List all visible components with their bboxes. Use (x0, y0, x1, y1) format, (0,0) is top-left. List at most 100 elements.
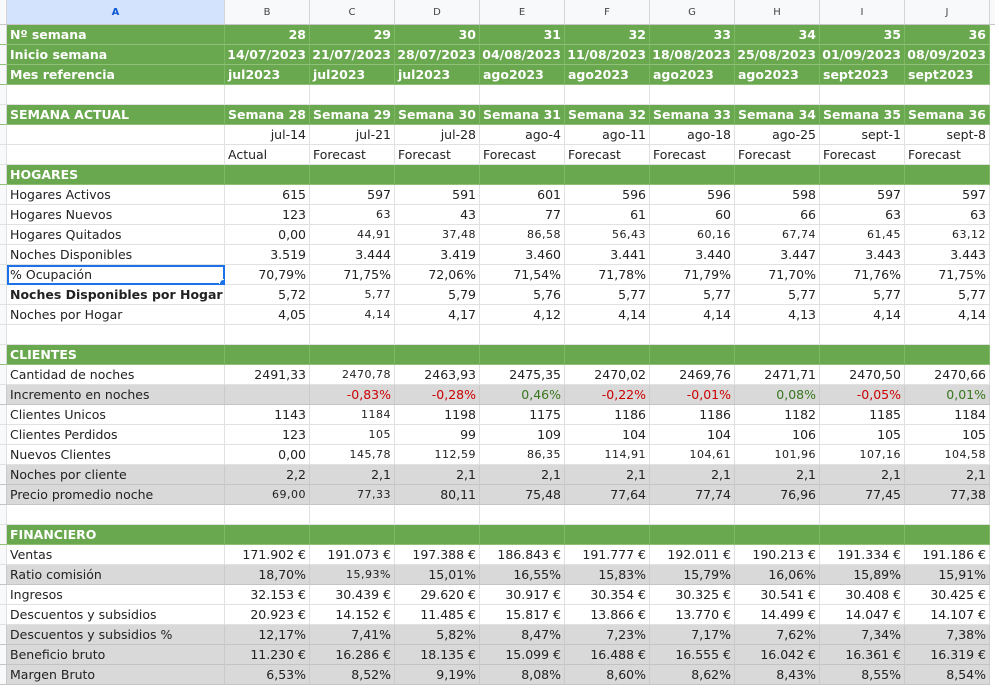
row-gutter[interactable] (0, 505, 7, 525)
data-cell[interactable]: 5,77 (735, 285, 820, 305)
data-cell[interactable]: 5,82% (395, 625, 480, 645)
data-cell[interactable] (395, 525, 480, 545)
data-cell[interactable] (735, 165, 820, 185)
data-cell[interactable]: 101,96 (735, 445, 820, 465)
data-cell[interactable]: 3.441 (565, 245, 650, 265)
column-header-d[interactable]: D (395, 0, 480, 24)
data-cell[interactable]: jul2023 (395, 65, 480, 85)
data-cell[interactable]: -0,83% (310, 385, 395, 405)
data-cell[interactable]: sept-1 (820, 125, 905, 145)
row-gutter[interactable] (0, 365, 7, 385)
fill-handle[interactable] (219, 279, 224, 284)
data-cell[interactable]: 2,1 (650, 465, 735, 485)
data-cell[interactable]: 16.361 € (820, 645, 905, 665)
data-cell[interactable]: 191.186 € (905, 545, 990, 565)
data-cell[interactable]: 75,48 (480, 485, 565, 505)
data-cell[interactable] (310, 525, 395, 545)
data-cell[interactable]: Semana 32 (565, 105, 650, 125)
data-cell[interactable]: Semana 36 (905, 105, 990, 125)
data-cell[interactable]: 596 (650, 185, 735, 205)
data-cell[interactable]: 16.319 € (905, 645, 990, 665)
data-cell[interactable]: 105 (905, 425, 990, 445)
data-cell[interactable]: 72,06% (395, 265, 480, 285)
data-cell[interactable]: 2470,50 (820, 365, 905, 385)
data-cell[interactable] (225, 165, 310, 185)
data-cell[interactable] (225, 345, 310, 365)
data-cell[interactable]: 13.770 € (650, 605, 735, 625)
data-cell[interactable]: Semana 35 (820, 105, 905, 125)
data-cell[interactable]: 1186 (565, 405, 650, 425)
data-cell[interactable]: 615 (225, 185, 310, 205)
row-gutter[interactable] (0, 585, 7, 605)
data-cell[interactable]: 61 (565, 205, 650, 225)
data-cell[interactable]: 63 (310, 205, 395, 225)
data-cell[interactable]: 08/09/2023 (905, 45, 990, 65)
data-cell[interactable]: 2,1 (310, 465, 395, 485)
data-cell[interactable]: 15,01% (395, 565, 480, 585)
data-cell[interactable]: Semana 29 (310, 105, 395, 125)
data-cell[interactable] (650, 85, 735, 105)
data-cell[interactable]: 1184 (310, 405, 395, 425)
data-cell[interactable]: 123 (225, 425, 310, 445)
data-cell[interactable] (820, 525, 905, 545)
data-cell[interactable]: 1182 (735, 405, 820, 425)
column-header-c[interactable]: C (310, 0, 395, 24)
data-cell[interactable]: 25/08/2023 (735, 45, 820, 65)
row-gutter[interactable] (0, 85, 7, 105)
row-gutter[interactable] (0, 145, 7, 165)
data-cell[interactable]: 44,91 (310, 225, 395, 245)
data-cell[interactable]: 597 (905, 185, 990, 205)
data-cell[interactable]: 18,70% (225, 565, 310, 585)
data-cell[interactable]: 63 (820, 205, 905, 225)
data-cell[interactable]: 112,59 (395, 445, 480, 465)
data-cell[interactable]: 77,64 (565, 485, 650, 505)
data-cell[interactable]: 30 (395, 25, 480, 45)
data-cell[interactable]: 171.902 € (225, 545, 310, 565)
row-label-cell[interactable] (7, 145, 225, 165)
data-cell[interactable]: 29.620 € (395, 585, 480, 605)
column-header-f[interactable]: F (565, 0, 650, 24)
data-cell[interactable]: 191.334 € (820, 545, 905, 565)
data-cell[interactable]: 15.099 € (480, 645, 565, 665)
data-cell[interactable]: 197.388 € (395, 545, 480, 565)
data-cell[interactable] (565, 165, 650, 185)
row-label-cell[interactable]: Noches por Hogar (7, 305, 225, 325)
data-cell[interactable]: 145,78 (310, 445, 395, 465)
data-cell[interactable]: 104 (565, 425, 650, 445)
data-cell[interactable]: 7,38% (905, 625, 990, 645)
row-gutter[interactable] (0, 25, 7, 45)
data-cell[interactable]: 5,76 (480, 285, 565, 305)
data-cell[interactable] (395, 505, 480, 525)
data-cell[interactable]: 5,77 (820, 285, 905, 305)
data-cell[interactable]: -0,05% (820, 385, 905, 405)
data-cell[interactable]: Forecast (650, 145, 735, 165)
row-label-cell[interactable]: Hogares Quitados (7, 225, 225, 245)
data-cell[interactable]: 8,08% (480, 665, 565, 685)
data-cell[interactable]: 104,58 (905, 445, 990, 465)
data-cell[interactable]: Semana 30 (395, 105, 480, 125)
data-cell[interactable]: 13.866 € (565, 605, 650, 625)
data-cell[interactable]: 5,77 (650, 285, 735, 305)
row-gutter[interactable] (0, 345, 7, 365)
data-cell[interactable]: 99 (395, 425, 480, 445)
data-cell[interactable]: ago-4 (480, 125, 565, 145)
data-cell[interactable] (905, 345, 990, 365)
data-cell[interactable]: jul-21 (310, 125, 395, 145)
data-cell[interactable] (650, 325, 735, 345)
data-cell[interactable]: 63 (905, 205, 990, 225)
row-gutter[interactable] (0, 405, 7, 425)
data-cell[interactable]: ago-25 (735, 125, 820, 145)
data-cell[interactable]: 76,96 (735, 485, 820, 505)
data-cell[interactable] (820, 165, 905, 185)
row-label-cell[interactable]: Noches Disponibles (7, 245, 225, 265)
data-cell[interactable]: 11.230 € (225, 645, 310, 665)
data-cell[interactable] (225, 505, 310, 525)
data-cell[interactable]: -0,22% (565, 385, 650, 405)
data-cell[interactable]: 28/07/2023 (395, 45, 480, 65)
data-cell[interactable]: 3.443 (820, 245, 905, 265)
data-cell[interactable]: 14.152 € (310, 605, 395, 625)
data-cell[interactable] (395, 345, 480, 365)
data-cell[interactable] (565, 345, 650, 365)
data-cell[interactable] (310, 165, 395, 185)
data-cell[interactable]: 56,43 (565, 225, 650, 245)
